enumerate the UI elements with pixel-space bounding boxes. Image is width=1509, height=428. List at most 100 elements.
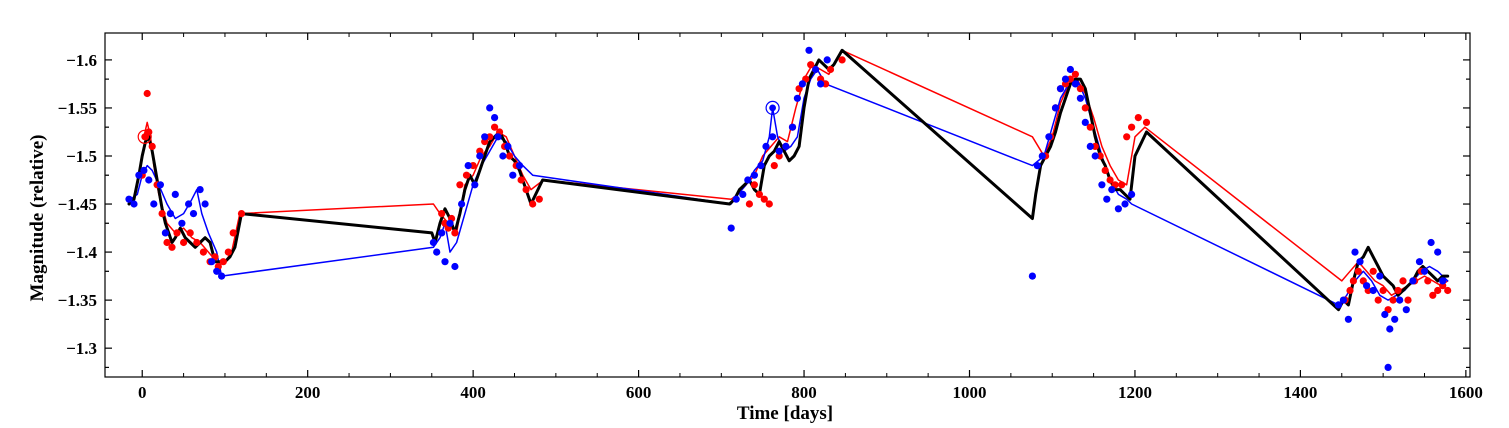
data-point-blue-points <box>1114 205 1122 213</box>
data-point-blue-points <box>491 114 499 122</box>
data-point-blue-points <box>823 56 831 64</box>
data-point-blue-points <box>1121 200 1129 208</box>
data-point-red-points <box>173 229 181 237</box>
x-tick-label: 1200 <box>1118 383 1152 402</box>
data-point-blue-points <box>476 152 484 160</box>
y-tick-label: −1.5 <box>66 147 97 166</box>
chart-marks <box>125 46 1452 371</box>
data-point-blue-points <box>509 171 517 179</box>
data-point-red-points <box>491 123 499 131</box>
data-point-blue-points <box>1045 133 1053 141</box>
data-point-blue-points <box>817 80 825 88</box>
data-point-blue-points <box>750 171 759 179</box>
highlight-center <box>769 104 776 112</box>
data-point-blue-points <box>757 162 765 170</box>
x-tick-label: 0 <box>138 383 147 402</box>
data-point-red-points <box>224 248 232 256</box>
data-point-red-points <box>1399 277 1407 285</box>
data-point-red-points <box>180 238 188 247</box>
data-point-red-points <box>1429 291 1437 299</box>
y-tick-label: −1.3 <box>66 339 97 358</box>
highlight-ring <box>765 100 780 116</box>
data-point-red-points <box>750 181 759 189</box>
data-point-red-points <box>199 248 207 256</box>
data-point-red-points <box>760 195 768 203</box>
y-tick-label: −1.6 <box>66 51 97 70</box>
data-point-red-points <box>193 238 201 247</box>
data-point-blue-points <box>1098 181 1106 189</box>
data-point-red-points <box>237 210 246 218</box>
data-point-blue-points <box>156 181 164 189</box>
data-point-blue-points <box>798 80 807 88</box>
data-point-red-points <box>1081 104 1089 112</box>
data-point-red-points <box>438 210 446 218</box>
data-point-blue-points <box>1376 272 1384 280</box>
data-point-red-points <box>486 133 494 141</box>
data-point-blue-points <box>171 190 179 198</box>
data-point-blue-points <box>1415 258 1424 266</box>
data-point-blue-points <box>189 210 198 218</box>
data-point-blue-points <box>494 133 502 141</box>
data-point-red-points <box>451 229 459 237</box>
data-point-blue-points <box>1061 75 1070 83</box>
data-point-blue-points <box>744 176 752 184</box>
data-point-blue-points <box>438 229 446 237</box>
data-point-blue-points <box>1028 272 1036 280</box>
data-point-red-points <box>229 229 237 237</box>
data-point-blue-points <box>481 133 489 141</box>
data-point-red-points <box>822 80 830 88</box>
data-point-red-points <box>1106 176 1114 184</box>
data-point-blue-points <box>504 142 512 150</box>
data-point-blue-points <box>1402 306 1410 314</box>
data-point-blue-points <box>1356 258 1364 266</box>
data-point-blue-points <box>218 272 226 280</box>
y-tick-label: −1.35 <box>58 291 97 310</box>
data-point-red-points <box>755 190 764 198</box>
data-point-red-points <box>1101 166 1109 174</box>
data-point-blue-points <box>1108 186 1116 194</box>
x-tick-label: 1400 <box>1283 383 1317 402</box>
data-point-blue-points <box>1384 363 1392 371</box>
data-point-red-points <box>1123 133 1131 141</box>
data-point-red-points <box>770 162 778 170</box>
data-point-blue-points <box>208 258 216 266</box>
data-point-red-points <box>505 152 514 160</box>
data-point-blue-points <box>1427 238 1435 247</box>
data-point-blue-points <box>1363 282 1371 290</box>
data-point-blue-points <box>201 200 209 208</box>
data-point-red-points <box>462 171 471 179</box>
highlight-center <box>141 133 149 141</box>
data-point-red-points <box>186 229 194 237</box>
x-tick-label: 800 <box>791 383 817 402</box>
data-point-red-points <box>143 89 151 98</box>
data-point-blue-points <box>732 195 740 203</box>
data-point-blue-points <box>1434 248 1442 256</box>
data-point-blue-points <box>1081 118 1089 126</box>
data-point-red-points <box>148 142 156 150</box>
data-point-red-points <box>1389 296 1397 304</box>
data-point-red-points <box>158 210 166 218</box>
data-point-blue-points <box>429 238 437 247</box>
x-tick-label: 1600 <box>1449 383 1483 402</box>
data-point-blue-points <box>150 200 158 208</box>
data-point-blue-points <box>1066 65 1074 74</box>
data-point-blue-points <box>788 123 797 131</box>
data-point-red-points <box>1434 286 1442 295</box>
data-point-red-points <box>522 186 530 194</box>
data-point-red-points <box>1374 296 1382 304</box>
data-point-blue-points <box>1391 315 1399 323</box>
data-point-red-points <box>529 200 537 208</box>
data-point-blue-points <box>1091 152 1099 160</box>
data-point-red-points <box>1142 118 1151 126</box>
data-point-blue-points <box>161 229 169 237</box>
data-point-blue-points <box>769 133 777 141</box>
data-point-red-points <box>1349 277 1357 285</box>
data-point-blue-points <box>213 267 221 275</box>
data-point-blue-points <box>471 181 479 189</box>
data-point-red-points <box>1346 286 1354 295</box>
y-axis-label: Magnitude (relative) <box>27 135 48 302</box>
data-point-blue-points <box>1386 325 1394 333</box>
data-point-red-points <box>1379 286 1387 295</box>
